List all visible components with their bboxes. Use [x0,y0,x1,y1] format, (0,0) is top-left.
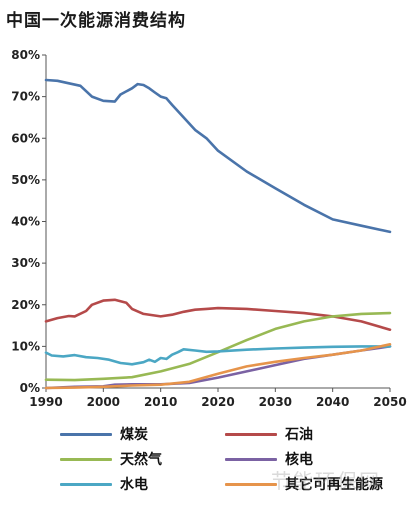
series-line-5 [44,343,392,390]
watermark: 节能环保网 [271,469,381,493]
y-tick-label: 70% [11,90,40,104]
legend-label: 其它可再生能源 [285,477,383,493]
chart-title: 中国一次能源消费结构 [6,11,186,31]
x-tick-label: 2040 [316,395,349,409]
legend-item: 其它可再生能源 [225,474,383,494]
y-tick-label: 40% [11,215,40,229]
y-tick-label: 0% [20,381,40,395]
x-tick-label: 2000 [87,395,120,409]
legend-label: 石油 [285,427,313,443]
series-line-0 [44,78,392,234]
legend-item: 石油 [225,424,313,444]
legend-swatch [225,457,277,461]
y-tick-label: 50% [11,173,40,187]
x-tick-label: 2010 [144,395,177,409]
chart-lines [44,78,392,390]
legend-label: 核电 [285,452,313,468]
y-tick-label: 30% [11,256,40,270]
legend-item: 核电 [225,449,313,469]
legend-item: 煤炭 [60,424,148,444]
legend-swatch [60,457,112,461]
x-tick-label: 2030 [259,395,292,409]
x-tick-label: 2020 [201,395,234,409]
series-line-1 [44,298,392,331]
legend-item: 天然气 [60,449,162,469]
legend-swatch [225,432,277,436]
legend-label: 天然气 [120,452,162,468]
chart-axes: 0% 10% 20% 30% 40% 50% 60% 70% 80% 1990 2000 2010 20… [11,48,406,409]
legend-item: 水电 [60,474,148,494]
legend-label: 水电 [120,477,148,493]
legend-swatch [60,482,112,486]
legend-swatch [225,482,277,486]
x-tick-label: 1990 [29,395,62,409]
x-tick-label: 2050 [373,395,406,409]
y-tick-label: 80% [11,48,40,62]
series-line-4 [44,345,392,366]
legend-label: 煤炭 [120,427,148,443]
y-tick-label: 20% [11,298,40,312]
y-tick-label: 10% [11,339,40,353]
legend-swatch [60,432,112,436]
y-tick-label: 60% [11,131,40,145]
